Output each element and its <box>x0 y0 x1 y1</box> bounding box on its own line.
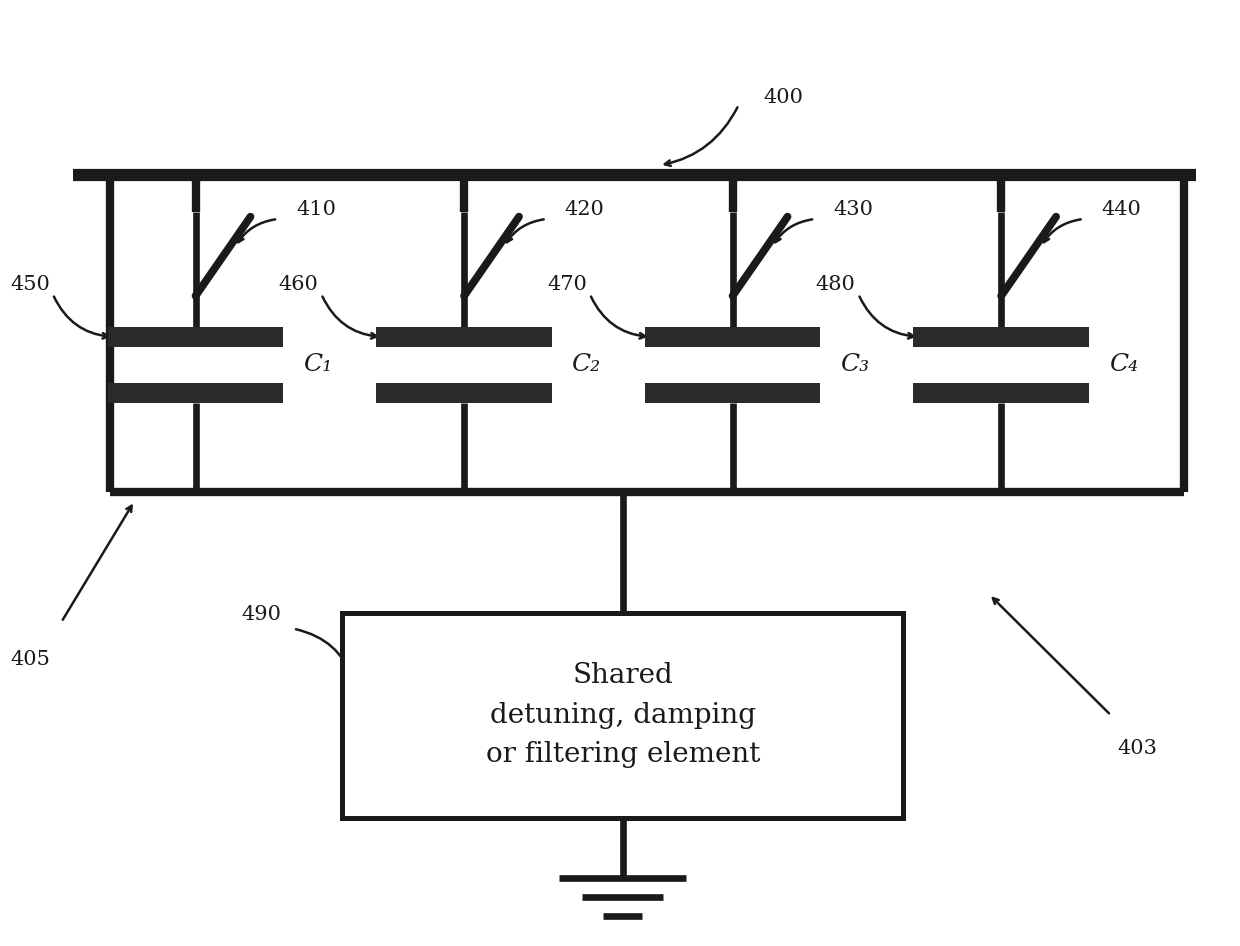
Bar <box>645 326 821 347</box>
Text: 460: 460 <box>279 275 319 294</box>
Bar <box>342 613 904 818</box>
Bar <box>914 326 1089 347</box>
Text: C₁: C₁ <box>303 354 332 377</box>
Text: 450: 450 <box>10 275 50 294</box>
Text: 403: 403 <box>1117 739 1157 758</box>
Text: 410: 410 <box>296 201 336 219</box>
Text: 420: 420 <box>564 201 605 219</box>
Text: 430: 430 <box>833 201 873 219</box>
Text: C₂: C₂ <box>572 354 600 377</box>
Text: 490: 490 <box>241 605 281 624</box>
Text: 440: 440 <box>1102 201 1142 219</box>
Text: Shared
detuning, damping
or filtering element: Shared detuning, damping or filtering el… <box>486 662 760 768</box>
Text: 405: 405 <box>11 650 51 669</box>
Text: 470: 470 <box>547 275 587 294</box>
Text: 480: 480 <box>816 275 856 294</box>
Text: C₄: C₄ <box>1109 354 1137 377</box>
Bar <box>645 382 821 403</box>
Text: 400: 400 <box>763 88 804 107</box>
Bar <box>376 382 552 403</box>
Bar <box>376 326 552 347</box>
Bar <box>914 382 1089 403</box>
Text: C₃: C₃ <box>839 354 869 377</box>
Bar <box>108 382 284 403</box>
Bar <box>108 326 284 347</box>
